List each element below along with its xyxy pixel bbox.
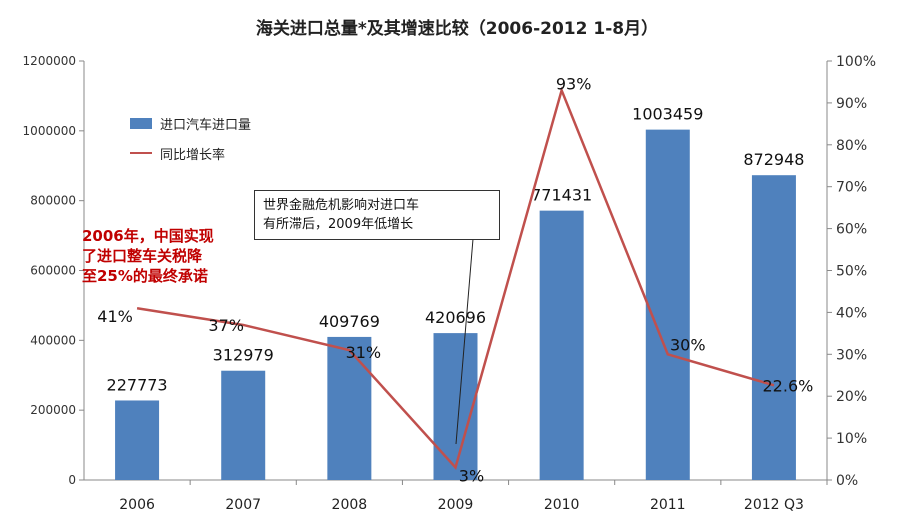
- x-tick-label: 2007: [225, 497, 261, 513]
- chart-title: 海关进口总量*及其增速比较（2006-2012 1-8月）: [255, 19, 659, 39]
- bar: [433, 333, 478, 480]
- callout-pointer: [455, 238, 474, 445]
- callout-annotation: 世界金融危机影响对进口车 有所滞后，2009年低增长: [254, 190, 500, 240]
- y-right-tick-label: 50%: [836, 264, 867, 280]
- x-tick-label: 2012 Q3: [744, 497, 804, 513]
- red-note-line-2: 了进口整车关税降: [82, 247, 203, 265]
- x-tick-label: 2009: [438, 497, 474, 513]
- y-left-tick-label: 1000000: [23, 124, 76, 138]
- bar-data-label: 1003459: [632, 105, 703, 124]
- callout-line-1: 世界金融危机影响对进口车: [263, 198, 420, 213]
- legend-label-bar: 进口汽车进口量: [160, 117, 252, 133]
- line-data-label: 37%: [208, 316, 244, 335]
- bar: [539, 210, 584, 480]
- legend-swatch-bar: [130, 117, 152, 129]
- bar: [645, 129, 690, 481]
- line-data-label: 22.6%: [763, 376, 814, 395]
- line-data-label: 3%: [459, 466, 484, 485]
- x-tick-label: 2010: [544, 497, 580, 513]
- y-right-tick-label: 70%: [836, 180, 867, 196]
- legend-swatch-line: [130, 152, 152, 154]
- bar: [221, 370, 266, 480]
- y-left-tick-label: 600000: [30, 264, 76, 278]
- y-left-tick-label: 200000: [30, 403, 76, 417]
- legend-item-line: 同比增长率: [130, 138, 251, 168]
- y-right-tick-label: 0%: [836, 473, 858, 489]
- y-right-tick-label: 20%: [836, 389, 867, 405]
- line-data-label: 30%: [670, 335, 706, 354]
- red-note-line-1: 2006年，中国实现: [82, 227, 214, 245]
- red-note-line-3: 至25%的最终承诺: [82, 267, 208, 285]
- y-right-tick-label: 100%: [836, 54, 876, 70]
- y-right-tick-label: 60%: [836, 222, 867, 238]
- red-note-annotation: 2006年，中国实现 了进口整车关税降 至25%的最终承诺: [82, 226, 242, 286]
- bar: [751, 175, 796, 480]
- y-right-tick-label: 80%: [836, 138, 867, 154]
- series-line: [136, 86, 775, 470]
- bar: [115, 400, 160, 480]
- legend: 进口汽车进口量 同比增长率: [130, 108, 251, 168]
- x-tick-label: 2008: [332, 497, 368, 513]
- y-right-tick-label: 90%: [836, 96, 867, 112]
- legend-label-line: 同比增长率: [160, 147, 226, 163]
- y-right-tick-label: 30%: [836, 347, 867, 363]
- y-left-tick-label: 800000: [30, 194, 76, 208]
- y-left-tick-label: 0: [68, 473, 76, 487]
- line-data-label: 41%: [97, 307, 133, 326]
- line-data-label: 93%: [556, 74, 592, 93]
- y-right-tick-label: 40%: [836, 305, 867, 321]
- bar-data-label: 872948: [743, 150, 804, 169]
- y-left-tick-label: 1200000: [23, 54, 76, 68]
- bar-data-label: 420696: [425, 308, 486, 327]
- bar-data-label: 409769: [319, 312, 380, 331]
- x-tick-label: 2011: [650, 497, 686, 513]
- y-left-tick-label: 400000: [30, 333, 76, 347]
- bar-data-label: 312979: [213, 346, 274, 365]
- bar-data-label: 771431: [531, 186, 592, 205]
- y-right-tick-label: 10%: [836, 431, 867, 447]
- bar: [327, 336, 372, 480]
- x-tick-label: 2006: [119, 497, 155, 513]
- legend-item-bar: 进口汽车进口量: [130, 108, 251, 138]
- line-data-label: 31%: [346, 343, 382, 362]
- bar-data-label: 227773: [107, 375, 168, 394]
- callout-line-2: 有所滞后，2009年低增长: [263, 217, 414, 232]
